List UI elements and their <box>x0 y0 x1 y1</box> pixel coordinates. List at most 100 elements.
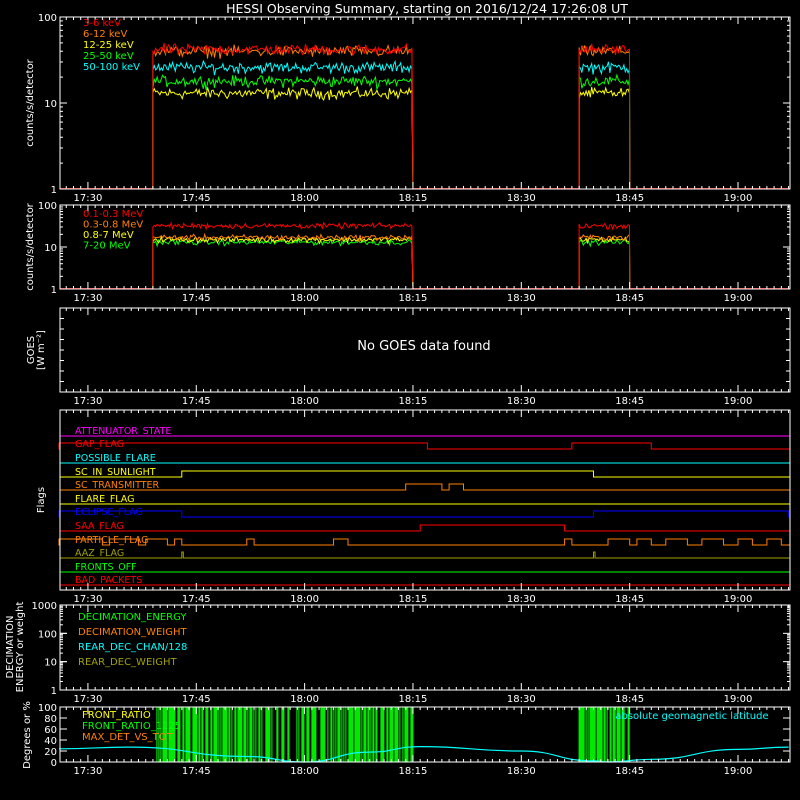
lightcurves_low-legend-entry: 25-50 keV <box>83 51 134 62</box>
flags-frame <box>59 409 791 591</box>
lightcurves_high-time-tick-label: 18:15 <box>399 293 428 304</box>
ratios-y-tick-label: 60 <box>44 725 57 736</box>
lightcurves_low-series-50-100 keV <box>60 59 790 189</box>
lightcurves_high-time-tick-label: 19:00 <box>724 293 753 304</box>
ratios-legend-entry: FRONT_RATIO_1225 <box>82 721 181 732</box>
flag-label: ATTENUATOR_STATE <box>75 426 171 437</box>
ratios-legend-entry: FRONT_RATIO <box>82 710 151 721</box>
decimation-time-tick-label: 19:00 <box>724 694 753 705</box>
flag-line-SC_IN_SUNLIGHT <box>60 470 790 478</box>
lightcurves_high-legend-entry: 0.3-0.8 MeV <box>83 220 143 231</box>
lightcurves_low-legend-entry: 3-6 keV <box>83 18 121 29</box>
lightcurves_low-frame <box>59 16 791 190</box>
ratios-legend-entry: MAX_DET_VS_TOT <box>82 732 174 743</box>
goes-time-tick-label: 18:15 <box>399 396 428 407</box>
lightcurves_low-time-tick-label: 17:30 <box>74 193 103 204</box>
ratios-y-tick-label: 100 <box>38 703 57 714</box>
goes-y-axis-units: [W m⁻²] <box>36 330 47 370</box>
frames-layer <box>59 16 791 763</box>
lightcurves_low-time-tick-label: 19:00 <box>724 193 753 204</box>
lightcurves_low-series-3-6 keV <box>60 42 790 189</box>
goes-time-tick-label: 18:00 <box>290 396 319 407</box>
lightcurves_low-series-6-12 keV <box>60 44 790 189</box>
ratios-time-tick-label: 18:45 <box>615 766 644 777</box>
ratios-time-tick-label: 18:15 <box>399 766 428 777</box>
ratios-frame <box>59 706 791 763</box>
geomagnetic-latitude-line <box>58 745 789 763</box>
figure-title: HESSI Observing Summary, starting on 201… <box>226 1 628 16</box>
flag-line-GAP_FLAG <box>58 442 790 450</box>
goes-time-tick-label: 17:30 <box>74 396 103 407</box>
lightcurves_high-time-tick-label: 18:00 <box>290 293 319 304</box>
lightcurves_low-legend-entry: 50-100 keV <box>83 62 140 73</box>
lightcurves_low-y-tick-label: 100 <box>38 13 57 24</box>
flag-line-SC_TRANSMITTER <box>60 483 790 491</box>
decimation-legend-entry: REAR_DEC_CHAN/128 <box>78 642 187 653</box>
flag-line-AAZ_FLAG <box>60 551 790 559</box>
decimation-y-axis-label: DECIMATION <box>5 615 16 678</box>
decimation-y-tick-label: 100 <box>38 629 57 640</box>
lightcurves_high-y-axis-label: counts/s/detector <box>25 202 36 290</box>
lightcurves_low-time-tick-label: 18:30 <box>507 193 536 204</box>
flags-time-tick-label: 18:15 <box>399 594 428 605</box>
flag-label: FLARE_FLAG <box>75 494 135 505</box>
ratios-time-tick-label: 17:45 <box>182 766 211 777</box>
lightcurves_low-time-tick-label: 18:00 <box>290 193 319 204</box>
lightcurves_high-legend-entry: 0.8-7 MeV <box>83 230 134 241</box>
flags-time-tick-label: 18:30 <box>507 594 536 605</box>
decimation-y-tick-label: 1 <box>51 686 57 697</box>
flags-time-tick-label: 19:00 <box>724 594 753 605</box>
lightcurves_high-time-tick-label: 17:30 <box>74 293 103 304</box>
ratios-y-tick-label: 40 <box>44 736 57 747</box>
lightcurves_low-y-tick-label: 1 <box>51 185 57 196</box>
ratios-y-axis-label: Degrees or % <box>22 701 33 769</box>
lightcurves_low-y-tick-label: 10 <box>44 99 57 110</box>
flag-label: PARTICLE_FLAG <box>75 535 148 546</box>
lightcurves_high-series-7-20 MeV <box>60 237 790 289</box>
decimation-time-tick-label: 17:30 <box>74 694 103 705</box>
goes-time-tick-label: 17:45 <box>182 396 211 407</box>
lightcurves_high-y-tick-label: 100 <box>38 201 57 212</box>
lightcurves_high-time-tick-label: 18:45 <box>615 293 644 304</box>
flag-label: BAD_PACKETS <box>75 575 142 586</box>
flag-line-ECLIPSE_FLAG <box>58 510 790 518</box>
lightcurves_high-legend-entry: 7-20 MeV <box>83 241 131 252</box>
flags-time-tick-label: 18:00 <box>290 594 319 605</box>
decimation-legend-entry: DECIMATION_ENERGY <box>78 612 187 623</box>
decimation-time-tick-label: 18:00 <box>290 694 319 705</box>
text-layer: 17:30 17:45 18:00 18:15 18:30 18:45 19:0011010… <box>5 13 769 777</box>
ratios-y-tick-label: 20 <box>44 747 57 758</box>
lightcurves_high-series-0.8-7 MeV <box>60 235 790 289</box>
ratios-time-tick-label: 17:30 <box>74 766 103 777</box>
lightcurves_low-legend-entry: 6-12 keV <box>83 29 127 40</box>
decimation-time-tick-label: 18:45 <box>615 694 644 705</box>
lightcurves_low-time-tick-label: 17:45 <box>182 193 211 204</box>
ratios-y-tick-label: 0 <box>51 758 57 769</box>
lightcurves_high-time-tick-label: 18:30 <box>507 293 536 304</box>
lightcurves_low-y-axis-label: counts/s/detector <box>25 58 36 146</box>
flag-label: FRONTS_OFF <box>75 562 137 573</box>
flag-label: SAA_FLAG <box>75 521 124 532</box>
decimation-time-tick-label: 18:30 <box>507 694 536 705</box>
goes-time-tick-label: 19:00 <box>724 396 753 407</box>
flag-label: SC_TRANSMITTER <box>75 480 160 491</box>
decimation-legend-entry: REAR_DEC_WEIGHT <box>78 657 177 668</box>
lightcurves_low-time-tick-label: 18:45 <box>615 193 644 204</box>
flag-line-PARTICLE_FLAG <box>58 538 790 546</box>
lightcurves_low-series-12-25 keV <box>60 86 790 189</box>
flag-label: ECLIPSE_FLAG <box>75 507 143 518</box>
lightcurves_high-series-0.1-0.3 MeV <box>60 221 790 289</box>
flag-label: AAZ_FLAG <box>75 548 124 559</box>
decimation-y-tick-label: 10 <box>44 658 57 669</box>
decimation-frame <box>59 604 791 691</box>
goes-time-tick-label: 18:45 <box>615 396 644 407</box>
flags-time-tick-label: 17:30 <box>74 594 103 605</box>
lightcurves_low-time-tick-label: 18:15 <box>399 193 428 204</box>
no-goes-message: No GOES data found <box>357 339 490 354</box>
ratios-time-tick-label: 18:00 <box>290 766 319 777</box>
lightcurves_high-time-tick-label: 17:45 <box>182 293 211 304</box>
goes-time-tick-label: 18:30 <box>507 396 536 407</box>
decimation-time-tick-label: 18:15 <box>399 694 428 705</box>
decimation-legend-entry: DECIMATION_WEIGHT <box>78 627 187 638</box>
